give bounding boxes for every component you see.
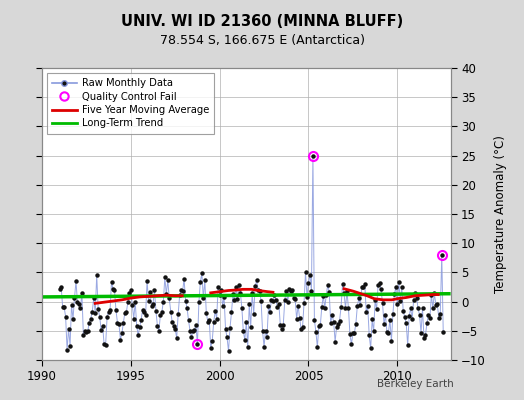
Y-axis label: Temperature Anomaly (°C): Temperature Anomaly (°C) <box>494 135 507 293</box>
Text: 78.554 S, 166.675 E (Antarctica): 78.554 S, 166.675 E (Antarctica) <box>159 34 365 47</box>
Legend: Raw Monthly Data, Quality Control Fail, Five Year Moving Average, Long-Term Tren: Raw Monthly Data, Quality Control Fail, … <box>47 73 214 134</box>
Text: UNIV. WI ID 21360 (MINNA BLUFF): UNIV. WI ID 21360 (MINNA BLUFF) <box>121 14 403 29</box>
Text: Berkeley Earth: Berkeley Earth <box>377 379 453 389</box>
